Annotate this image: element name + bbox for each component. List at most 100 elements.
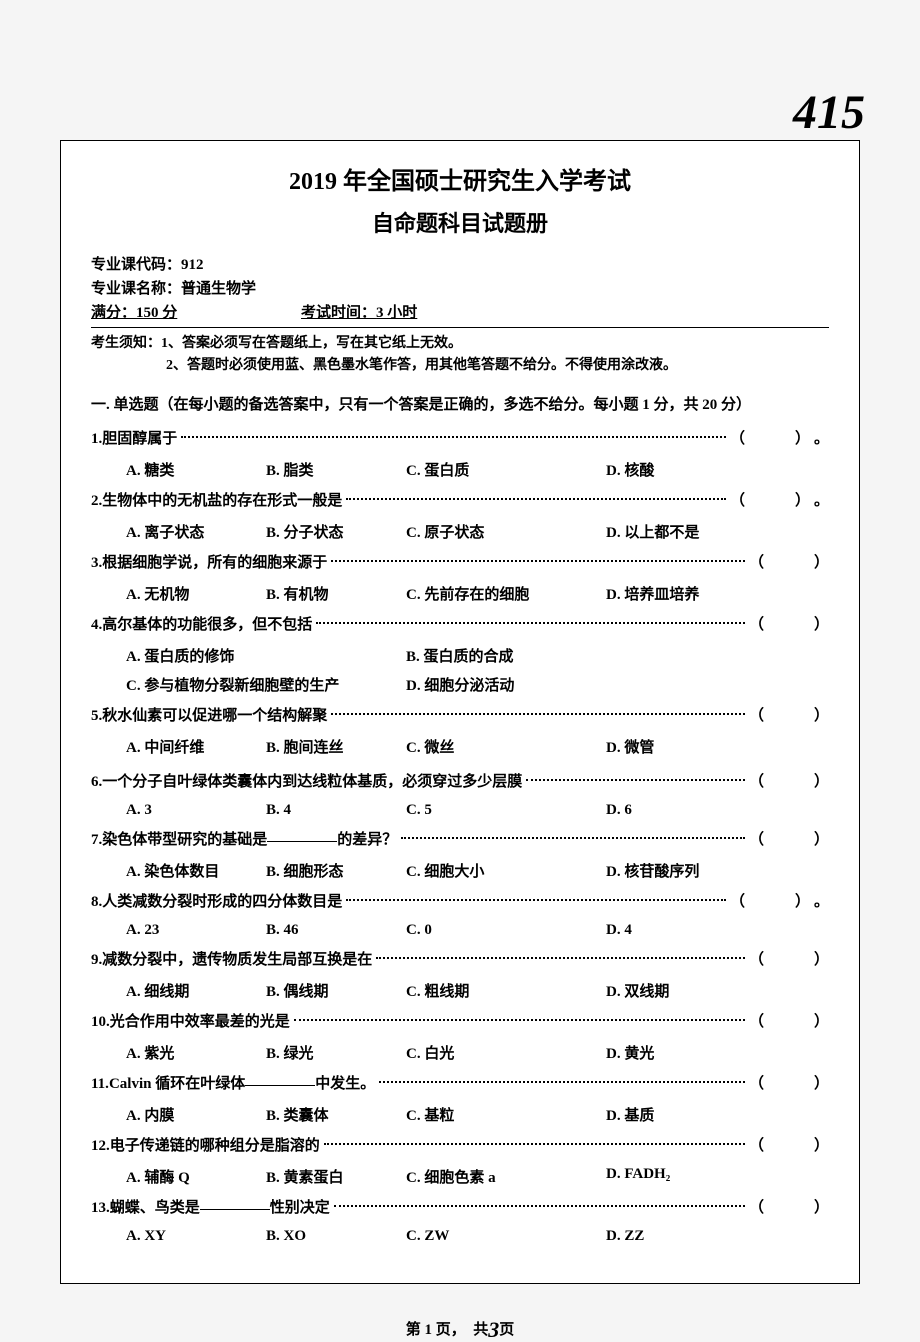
- option-a: A. 中间纤维: [126, 736, 266, 757]
- options-row: A. 中间纤维B. 胞间连丝C. 微丝D. 微管: [126, 736, 829, 757]
- leader-dots: [346, 899, 726, 901]
- option-d: D. 基质: [606, 1104, 766, 1125]
- question-1: 1. 胆固醇属于（）。: [91, 426, 829, 453]
- question-stem: 3. 根据细胞学说，所有的细胞来源于（）: [91, 550, 829, 577]
- option-a: A. 细线期: [126, 980, 266, 1001]
- exam-time: 考试时间：3 小时: [301, 301, 417, 325]
- paren-open: （: [749, 1133, 764, 1160]
- question-text: 减数分裂中，遗传物质发生局部互换是在: [102, 947, 372, 974]
- option-c: C. 白光: [406, 1042, 606, 1063]
- course-code: 912: [181, 257, 204, 273]
- paren-open: （: [730, 488, 745, 515]
- leader-dots: [376, 957, 745, 959]
- exam-subtitle: 自命题科目试题册: [91, 206, 829, 238]
- option-a: A. XY: [126, 1228, 266, 1245]
- paren-open: （: [749, 1009, 764, 1036]
- questions-container: 1. 胆固醇属于（）。A. 糖类B. 脂类C. 蛋白质D. 核酸2. 生物体中的…: [91, 426, 829, 1245]
- paren-open: （: [749, 1071, 764, 1098]
- tail-period: 。: [814, 488, 829, 515]
- paren-close: ）: [795, 889, 810, 916]
- question-number: 2.: [91, 488, 102, 515]
- question-7: 7. 染色体带型研究的基础是的差异？（）: [91, 827, 829, 854]
- option-c: C. 先前存在的细胞: [406, 583, 606, 604]
- paren-close: ）: [814, 1195, 829, 1222]
- question-text-pre: 蝴蝶、鸟类是: [110, 1195, 200, 1222]
- question-12: 12. 电子传递链的哪种组分是脂溶的（）: [91, 1133, 829, 1160]
- paren-open: （: [749, 550, 764, 577]
- leader-dots: [331, 560, 745, 562]
- course-name: 普通生物学: [181, 281, 256, 297]
- options-row: A. 糖类B. 脂类C. 蛋白质D. 核酸: [126, 459, 829, 480]
- question-9: 9. 减数分裂中，遗传物质发生局部互换是在（）: [91, 947, 829, 974]
- paren-open: （: [749, 1195, 764, 1222]
- paren-open: （: [730, 889, 745, 916]
- section-1-title: 一. 单选题（在每小题的备选答案中，只有一个答案是正确的，多选不给分。每小题 1…: [91, 393, 829, 414]
- question-number: 3.: [91, 550, 102, 577]
- option-b: B. 胞间连丝: [266, 736, 406, 757]
- option-b: B. 有机物: [266, 583, 406, 604]
- question-stem: 6. 一个分子自叶绿体类囊体内到达线粒体基质，必须穿过多少层膜（）: [91, 769, 829, 796]
- question-number: 5.: [91, 703, 102, 730]
- paren-close: ）: [814, 947, 829, 974]
- question-stem: 8. 人类减数分裂时形成的四分体数目是（）。: [91, 889, 829, 916]
- leader-dots: [331, 713, 745, 715]
- footer-handwritten-total: 3: [488, 1317, 499, 1342]
- option-d: D. 微管: [606, 736, 766, 757]
- option-d: D. ZZ: [606, 1228, 766, 1245]
- tail-period: 。: [814, 426, 829, 453]
- option-c: C. 5: [406, 802, 606, 819]
- question-stem: 12. 电子传递链的哪种组分是脂溶的（）: [91, 1133, 829, 1160]
- option-c: C. 参与植物分裂新细胞壁的生产: [126, 674, 406, 695]
- option-a: A. 3: [126, 802, 266, 819]
- option-a: A. 紫光: [126, 1042, 266, 1063]
- option-c: C. ZW: [406, 1228, 606, 1245]
- question-stem: 1. 胆固醇属于（）。: [91, 426, 829, 453]
- question-3: 3. 根据细胞学说，所有的细胞来源于（）: [91, 550, 829, 577]
- divider-line: [91, 327, 829, 328]
- question-number: 1.: [91, 426, 102, 453]
- options-row: A. 细线期B. 偶线期C. 粗线期D. 双线期: [126, 980, 829, 1001]
- option-b: B. 类囊体: [266, 1104, 406, 1125]
- question-text-post: 中发生。: [315, 1071, 375, 1098]
- question-text: 秋水仙素可以促进哪一个结构解聚: [102, 703, 327, 730]
- exam-content-box: 2019 年全国硕士研究生入学考试 自命题科目试题册 专业课代码：912 专业课…: [60, 140, 860, 1284]
- paren-close: ）: [814, 769, 829, 796]
- option-b: B. 46: [266, 922, 406, 939]
- option-d: D. 培养皿培养: [606, 583, 766, 604]
- question-number: 11.: [91, 1071, 109, 1098]
- question-stem: 7. 染色体带型研究的基础是的差异？（）: [91, 827, 829, 854]
- option-c: C. 细胞色素 a: [406, 1166, 606, 1187]
- question-number: 7.: [91, 827, 102, 854]
- leader-dots: [294, 1019, 745, 1021]
- option-c: C. 微丝: [406, 736, 606, 757]
- paren-close: ）: [795, 488, 810, 515]
- option-d: D. 核酸: [606, 459, 766, 480]
- tail-period: 。: [814, 889, 829, 916]
- question-text: 电子传递链的哪种组分是脂溶的: [110, 1133, 320, 1160]
- option-a: A. 无机物: [126, 583, 266, 604]
- options-row: A. 辅酶 QB. 黄素蛋白C. 细胞色素 aD. FADH₂: [126, 1166, 829, 1187]
- question-number: 6.: [91, 769, 102, 796]
- leader-dots: [401, 837, 745, 839]
- option-b: B. 黄素蛋白: [266, 1166, 406, 1187]
- option-c: C. 原子状态: [406, 521, 606, 542]
- notice-2: 2、答题时必须使用蓝、黑色墨水笔作答，用其他笔答题不给分。不得使用涂改液。: [166, 358, 677, 373]
- question-number: 10.: [91, 1009, 110, 1036]
- option-a: A. 辅酶 Q: [126, 1166, 266, 1187]
- question-text: 胆固醇属于: [102, 426, 177, 453]
- footer-suffix: 页: [499, 1322, 514, 1338]
- options-row: C. 参与植物分裂新细胞壁的生产D. 细胞分泌活动: [126, 674, 829, 695]
- question-5: 5. 秋水仙素可以促进哪一个结构解聚（）: [91, 703, 829, 730]
- question-number: 4.: [91, 612, 102, 639]
- options-row: A. 蛋白质的修饰B. 蛋白质的合成: [126, 645, 829, 666]
- fill-blank: [245, 1085, 315, 1086]
- paren-open: （: [749, 769, 764, 796]
- question-text: 根据细胞学说，所有的细胞来源于: [102, 550, 327, 577]
- option-b: B. 脂类: [266, 459, 406, 480]
- option-d: D. 以上都不是: [606, 521, 766, 542]
- option-a: A. 内膜: [126, 1104, 266, 1125]
- question-number: 12.: [91, 1133, 110, 1160]
- fill-blank: [267, 841, 337, 842]
- leader-dots: [324, 1143, 745, 1145]
- question-text-post: 性别决定: [270, 1195, 330, 1222]
